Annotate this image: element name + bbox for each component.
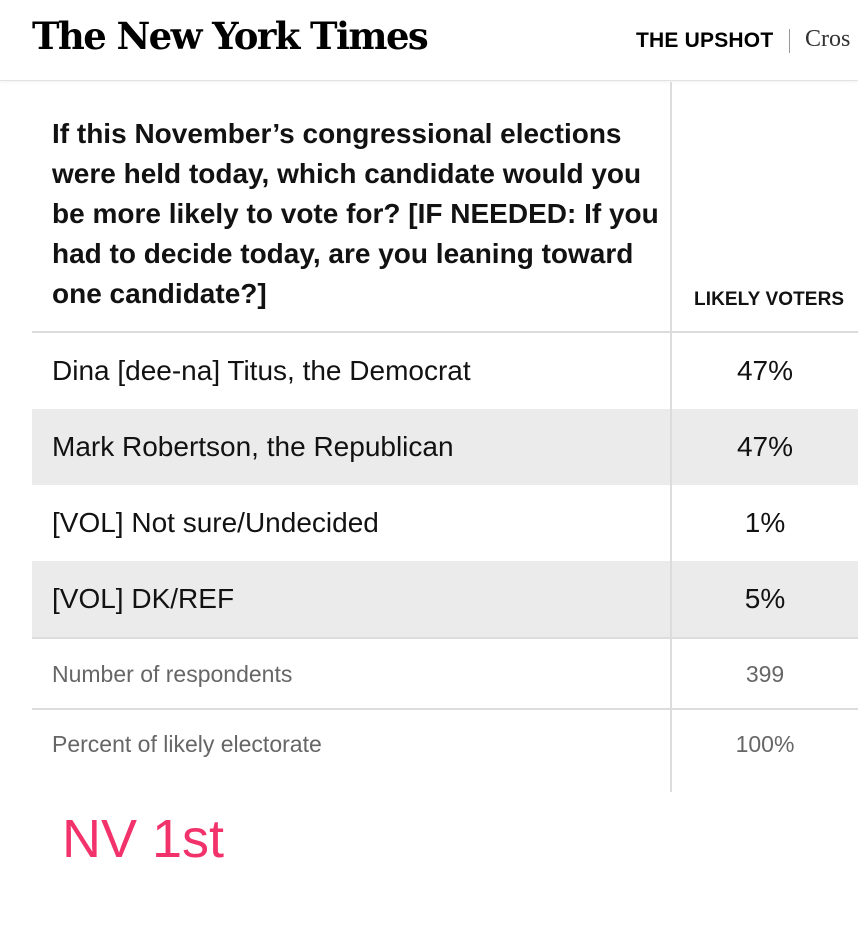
row-value: 5% bbox=[744, 583, 786, 614]
table-row: Mark Robertson, the Republican 47% bbox=[32, 409, 858, 485]
site-header: The New York Times THE UPSHOT Cros bbox=[0, 0, 858, 81]
row-value: 47% bbox=[736, 431, 794, 462]
row-label: [VOL] Not sure/Undecided bbox=[52, 507, 379, 538]
row-label: Mark Robertson, the Republican bbox=[52, 431, 454, 462]
respondents-value: 399 bbox=[745, 661, 785, 687]
table-row: [VOL] DK/REF 5% bbox=[32, 561, 858, 637]
row-value: 1% bbox=[744, 507, 786, 538]
row-value: 47% bbox=[736, 355, 794, 386]
divider bbox=[32, 637, 858, 639]
poll-results-table: If this November’s congressional electio… bbox=[32, 82, 858, 792]
respondents-label: Number of respondents bbox=[52, 661, 293, 687]
section-link-the-upshot[interactable]: THE UPSHOT bbox=[636, 29, 774, 52]
district-annotation: NV 1st bbox=[62, 809, 225, 869]
question-text: If this November’s congressional electio… bbox=[52, 118, 659, 309]
divider bbox=[32, 331, 858, 333]
electorate-label: Percent of likely electorate bbox=[52, 731, 322, 757]
nav-link-partial[interactable]: Cros bbox=[805, 26, 851, 52]
electorate-value: 100% bbox=[735, 731, 795, 757]
column-divider bbox=[670, 82, 672, 792]
table-row: [VOL] Not sure/Undecided 1% bbox=[32, 485, 858, 561]
table-row: Dina [dee-na] Titus, the Democrat 47% bbox=[32, 333, 858, 409]
row-label: Dina [dee-na] Titus, the Democrat bbox=[52, 355, 471, 386]
row-label: [VOL] DK/REF bbox=[52, 583, 235, 614]
header-separator bbox=[789, 29, 790, 53]
column-header-likely-voters: LIKELY VOTERS bbox=[694, 289, 845, 310]
nyt-logo[interactable]: The New York Times bbox=[32, 14, 429, 58]
divider bbox=[32, 708, 858, 710]
